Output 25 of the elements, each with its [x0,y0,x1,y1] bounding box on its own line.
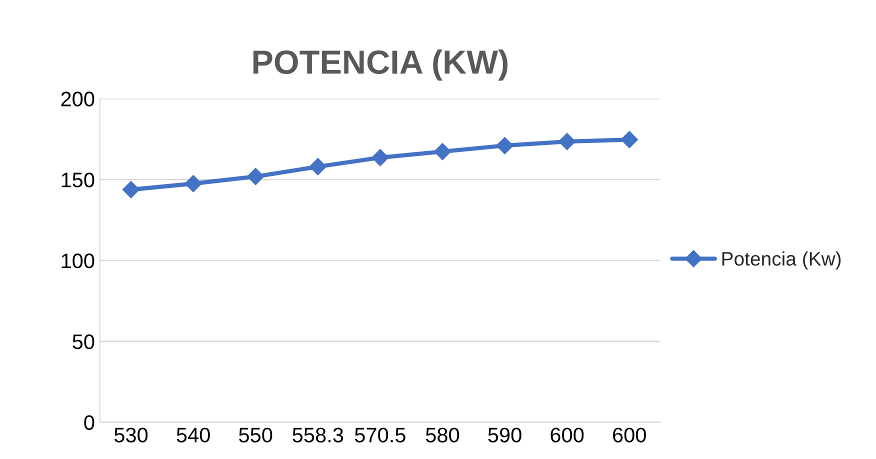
y-tick-label: 200 [61,92,94,106]
x-tick-label: 558.3 [292,428,344,442]
point [434,143,452,160]
x-tick-label: 530 [114,428,148,442]
y-tick-label: 150 [62,172,94,188]
point [184,175,202,192]
y-tick-label: 100 [62,253,94,268]
point [620,131,638,148]
x-tick-label: 540 [176,428,210,442]
x-tick-label: 600 [550,428,584,442]
x-tick-label: 570.5 [354,428,406,442]
point [309,158,326,176]
y-tick-label: 50 [72,334,94,350]
x-tick-label: 590 [488,428,522,442]
y-tick-label: 0 [84,415,94,430]
point [496,137,514,154]
x-tick-label: 550 [239,428,272,442]
point [122,181,140,198]
legend-label: Potencia (Kw) [722,251,841,270]
x-tick-label: 580 [426,428,460,442]
point [247,168,264,186]
x-tick-label: 600 [613,428,646,442]
point [372,149,389,166]
chart-title: POTENCIA (KW) [253,50,508,81]
point [558,133,576,150]
